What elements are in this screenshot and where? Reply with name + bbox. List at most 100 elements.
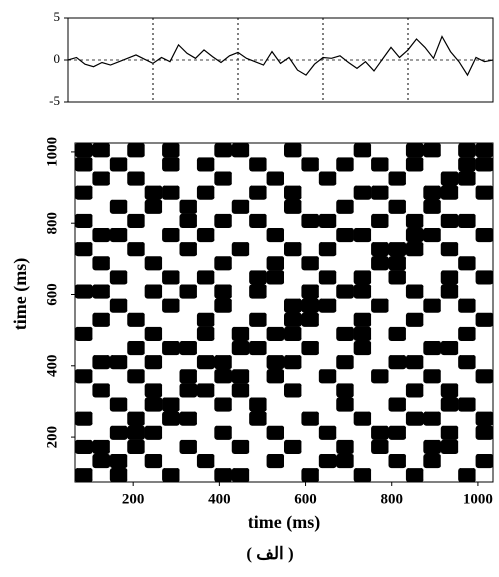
heatmap-cell	[127, 143, 145, 158]
heatmap-cell	[336, 171, 354, 186]
heatmap-cell	[92, 312, 111, 327]
heatmap-cell	[144, 284, 163, 299]
heatmap-cell	[75, 312, 93, 327]
heatmap-cell	[284, 340, 302, 356]
heatmap-cell	[475, 171, 494, 186]
heatmap-cell	[284, 199, 302, 214]
y-tick-label: 5	[54, 9, 61, 24]
heatmap-cell	[144, 453, 163, 469]
heatmap-cell	[388, 171, 407, 186]
heatmap-cell	[458, 383, 476, 398]
heatmap-cell	[162, 284, 180, 299]
x-tick-label: 400	[208, 491, 231, 507]
heatmap-cell	[127, 467, 145, 483]
heatmap-cell	[318, 397, 337, 412]
heatmap-cell	[214, 439, 233, 455]
heatmap-cell	[214, 298, 233, 313]
heatmap-cell	[214, 326, 233, 342]
heatmap-cell	[440, 199, 459, 214]
heatmap-cell	[214, 241, 233, 257]
heatmap-cell	[284, 312, 302, 327]
heatmap-cell	[405, 143, 424, 158]
heatmap-cell	[179, 171, 198, 186]
heatmap-cell	[75, 241, 93, 257]
heatmap-cell	[214, 383, 233, 398]
heatmap-cell	[92, 185, 111, 200]
heatmap-cell	[318, 185, 337, 200]
heatmap-cell	[144, 143, 163, 158]
heatmap-cell	[440, 241, 459, 257]
heatmap-cell	[318, 326, 337, 342]
heatmap-cell	[284, 453, 302, 469]
heatmap-cell	[196, 143, 215, 158]
heatmap-cell	[353, 143, 372, 158]
heatmap-cell	[405, 227, 424, 243]
heatmap-cell	[109, 354, 128, 370]
heatmap-cell	[231, 326, 250, 342]
heatmap-cell	[440, 256, 459, 271]
heatmap-cell	[127, 439, 145, 455]
heatmap-cell	[353, 157, 372, 172]
heatmap-cell	[92, 467, 111, 483]
heatmap-cell	[75, 199, 93, 214]
heatmap-cell	[388, 157, 407, 172]
heatmap-cell	[75, 369, 93, 384]
heatmap-cell	[336, 270, 354, 285]
heatmap-cell	[423, 241, 442, 257]
heatmap-cell	[196, 284, 215, 299]
heatmap-cell	[336, 241, 354, 257]
heatmap-cell	[266, 298, 285, 313]
heatmap-cell	[75, 453, 93, 469]
heatmap-cell	[318, 383, 337, 398]
heatmap-cell	[458, 369, 476, 384]
heatmap-cell	[423, 439, 442, 455]
heatmap-cell	[475, 270, 494, 285]
heatmap-cell	[458, 467, 476, 483]
heatmap-cell	[231, 157, 250, 172]
heatmap-cell	[196, 256, 215, 271]
heatmap-cell	[353, 354, 372, 370]
heatmap-cell	[92, 199, 111, 214]
heatmap-cell	[475, 467, 494, 483]
heatmap-cell	[475, 199, 494, 214]
heatmap-cell	[423, 397, 442, 412]
heatmap-cell	[196, 354, 215, 370]
heatmap-cell	[301, 199, 320, 214]
heatmap-cell	[388, 312, 407, 327]
heatmap-cell	[301, 439, 320, 455]
heatmap-cell	[284, 369, 302, 384]
heatmap-cell	[231, 227, 250, 243]
heatmap-cell	[109, 425, 128, 440]
heatmap-cell	[475, 354, 494, 370]
heatmap-cell	[179, 157, 198, 172]
heatmap-cell	[249, 467, 267, 483]
heatmap-cell	[162, 227, 180, 243]
heatmap-cell	[92, 425, 111, 440]
heatmap-cell	[109, 326, 128, 342]
heatmap-cell	[196, 411, 215, 426]
heatmap-cell	[179, 284, 198, 299]
heatmap-cell	[458, 298, 476, 313]
heatmap-cell	[318, 425, 337, 440]
heatmap-cell	[214, 354, 233, 370]
heatmap-cell	[440, 185, 459, 200]
heatmap-cell	[92, 397, 111, 412]
heatmap-cell	[301, 326, 320, 342]
heatmap-cell	[249, 171, 267, 186]
heatmap-cell	[405, 467, 424, 483]
heatmap-cell	[196, 241, 215, 257]
heatmap-cell	[249, 185, 267, 200]
heatmap-cell	[75, 439, 93, 455]
heatmap-cell	[475, 256, 494, 271]
heatmap-cell	[440, 425, 459, 440]
heatmap-cell	[371, 213, 389, 229]
heatmap-cell	[127, 453, 145, 469]
heatmap-cell	[423, 171, 442, 186]
heatmap-cell	[162, 256, 180, 271]
heatmap-cell	[162, 354, 180, 370]
heatmap-cell	[475, 326, 494, 342]
heatmap-cell	[75, 213, 93, 229]
heatmap-cell	[162, 213, 180, 229]
heatmap-cell	[353, 453, 372, 469]
heatmap-cell	[231, 383, 250, 398]
